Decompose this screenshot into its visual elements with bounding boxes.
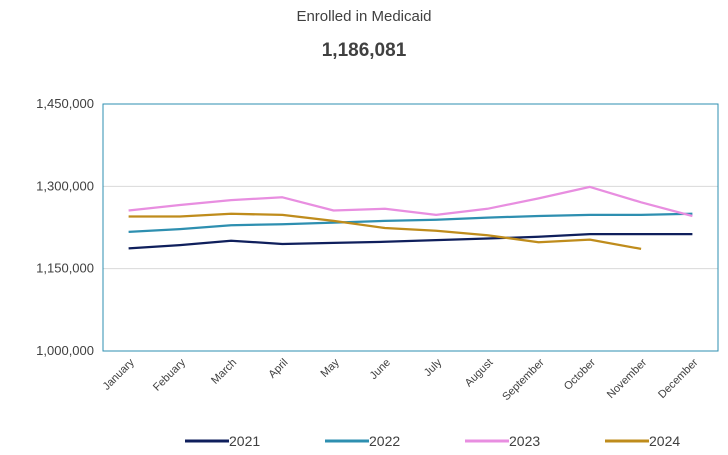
y-tick-label: 1,150,000 xyxy=(36,261,94,276)
series-line-2023 xyxy=(128,185,693,218)
x-tick-label: October xyxy=(562,356,598,392)
series-line-2021 xyxy=(128,232,693,250)
series-lines xyxy=(128,185,693,251)
y-axis-ticks: 1,000,000 1,150,000 1,300,000 1,450,000 xyxy=(36,96,94,358)
legend-label-2022: 2022 xyxy=(369,433,400,449)
y-tick-label: 1,450,000 xyxy=(36,96,94,111)
x-tick-label: April xyxy=(266,357,290,381)
y-tick-label: 1,300,000 xyxy=(36,178,94,193)
x-tick-label: December xyxy=(656,356,701,401)
x-tick-label: January xyxy=(101,356,138,393)
x-tick-label: July xyxy=(422,356,445,379)
legend-label-2023: 2023 xyxy=(509,433,540,449)
legend-label-2021: 2021 xyxy=(229,433,260,449)
legend-label-2024: 2024 xyxy=(649,433,680,449)
chart-title: Enrolled in Medicaid xyxy=(296,8,432,25)
y-tick-label: 1,000,000 xyxy=(36,343,94,358)
legend: 2021 2022 2023 2024 xyxy=(185,433,680,449)
x-tick-label: Febuary xyxy=(151,356,188,393)
plot-area-border xyxy=(102,103,719,352)
x-tick-label: September xyxy=(500,356,547,403)
total-enrollment-value: 1,186,081 xyxy=(321,40,407,61)
x-axis-ticks: January Febuary March April May June July Augus… xyxy=(101,356,701,403)
x-tick-label: June xyxy=(368,357,393,382)
series-line-2022 xyxy=(128,212,693,234)
x-tick-label: November xyxy=(605,356,650,401)
series-line-2024 xyxy=(128,212,642,251)
x-tick-label: August xyxy=(463,357,496,390)
x-tick-label: March xyxy=(209,357,239,387)
x-tick-label: May xyxy=(319,356,343,380)
